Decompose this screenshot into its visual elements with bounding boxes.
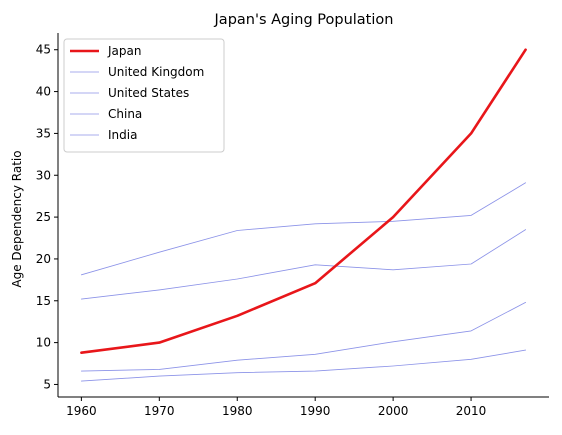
y-tick-label: 30 xyxy=(36,168,51,182)
x-tick-label: 2010 xyxy=(456,404,487,418)
x-tick-label: 1970 xyxy=(144,404,175,418)
legend-label: United States xyxy=(108,86,189,100)
legend-label: Japan xyxy=(107,44,141,58)
y-tick-label: 15 xyxy=(36,294,51,308)
legend-label: China xyxy=(108,107,142,121)
y-axis-label: Age Dependency Ratio xyxy=(10,150,24,287)
chart-title: Japan's Aging Population xyxy=(214,12,394,28)
legend-label: United Kingdom xyxy=(108,65,204,79)
x-tick-label: 1960 xyxy=(66,404,97,418)
y-tick-label: 20 xyxy=(36,252,51,266)
y-tick-label: 5 xyxy=(43,377,51,391)
y-tick-label: 35 xyxy=(36,126,51,140)
series-line-china xyxy=(80,301,527,372)
series-line-united-states xyxy=(80,229,527,300)
y-tick-label: 40 xyxy=(36,85,51,99)
series-line-united-kingdom xyxy=(80,182,527,276)
x-tick-label: 1990 xyxy=(300,404,331,418)
series-line-india xyxy=(80,349,527,382)
y-tick-label: 45 xyxy=(36,43,51,57)
plot-area: 1960 1970 1980 1990 2000 2010 5 10 15 20 25 30 35 40 4… xyxy=(36,33,549,418)
series-line-japan xyxy=(80,48,527,355)
y-tick-label: 25 xyxy=(36,210,51,224)
legend-box xyxy=(63,38,225,153)
x-tick-label: 2000 xyxy=(378,404,409,418)
x-tick-label: 1980 xyxy=(222,404,253,418)
legend: Japan United Kingdom United States China Ind… xyxy=(63,38,225,153)
legend-label: India xyxy=(108,128,137,142)
y-tick-label: 10 xyxy=(36,336,51,350)
